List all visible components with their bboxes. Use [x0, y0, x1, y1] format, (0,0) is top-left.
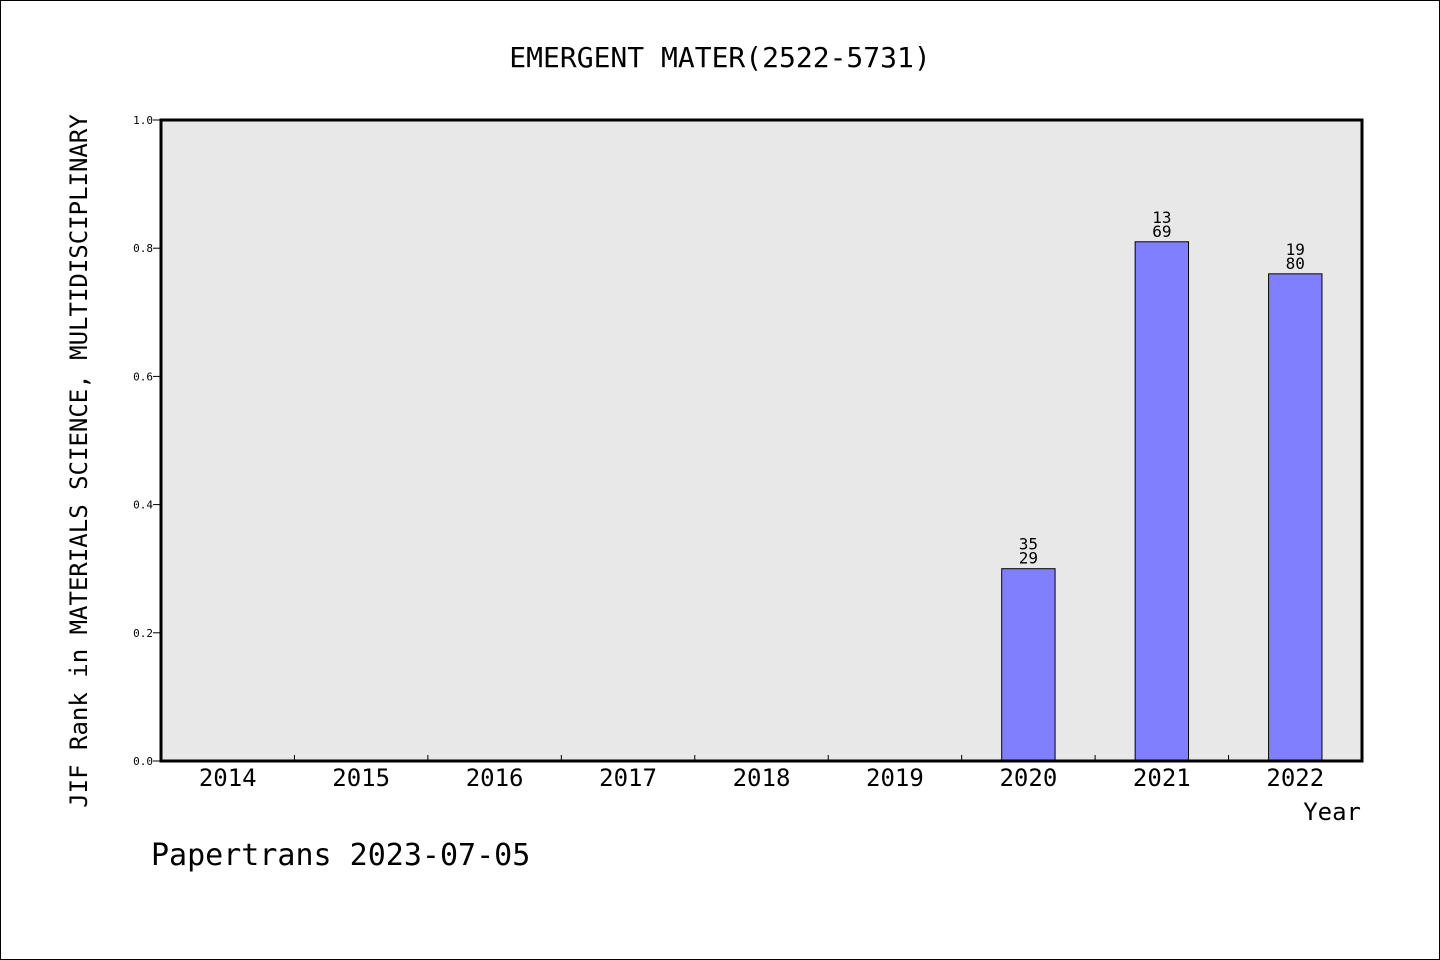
bar-label-top: 35	[1019, 535, 1038, 554]
x-tick-label: 2014	[199, 764, 257, 792]
footer-credit: Papertrans 2023-07-05	[151, 838, 530, 873]
y-ticks: 0.0 0.2 0.4 0.6 0.8 1.0	[133, 114, 161, 768]
y-tick-label: 0.0	[133, 755, 153, 768]
x-tick-label: 2016	[466, 764, 524, 792]
bar-label-bottom: 29	[1019, 549, 1038, 568]
x-tick-label: 2022	[1266, 764, 1324, 792]
bar-2022	[1268, 273, 1323, 762]
x-tick-label: 2018	[733, 764, 791, 792]
bars	[1001, 241, 1323, 762]
chart-title: EMERGENT MATER(2522-5731)	[509, 41, 930, 74]
bar-2021	[1134, 241, 1190, 762]
y-tick-label: 0.4	[133, 499, 153, 512]
x-axis-label: Year	[1303, 798, 1361, 826]
bar-label-bottom: 80	[1286, 254, 1305, 273]
bar-label-top: 13	[1152, 208, 1171, 227]
x-tick-label: 2020	[999, 764, 1057, 792]
x-tick-label: 2019	[866, 764, 924, 792]
bar-label-bottom: 69	[1152, 222, 1171, 241]
y-tick-label: 0.6	[133, 370, 153, 383]
x-tick-label: 2021	[1133, 764, 1191, 792]
x-tick-label: 2015	[332, 764, 390, 792]
y-tick-label: 1.0	[133, 114, 153, 127]
plot-border	[159, 118, 1364, 763]
y-tick-label: 0.2	[133, 627, 153, 640]
x-ticks: 2014 2015 2016 2017 2018 2019 2020 2021 2022	[199, 755, 1324, 792]
y-axis-label: JIF Rank in MATERIALS SCIENCE, MULTIDISC…	[65, 114, 93, 808]
bar-2020	[1001, 568, 1056, 762]
x-tick-label: 2017	[599, 764, 657, 792]
bar-label-top: 19	[1286, 240, 1305, 259]
y-tick-label: 0.8	[133, 242, 153, 255]
